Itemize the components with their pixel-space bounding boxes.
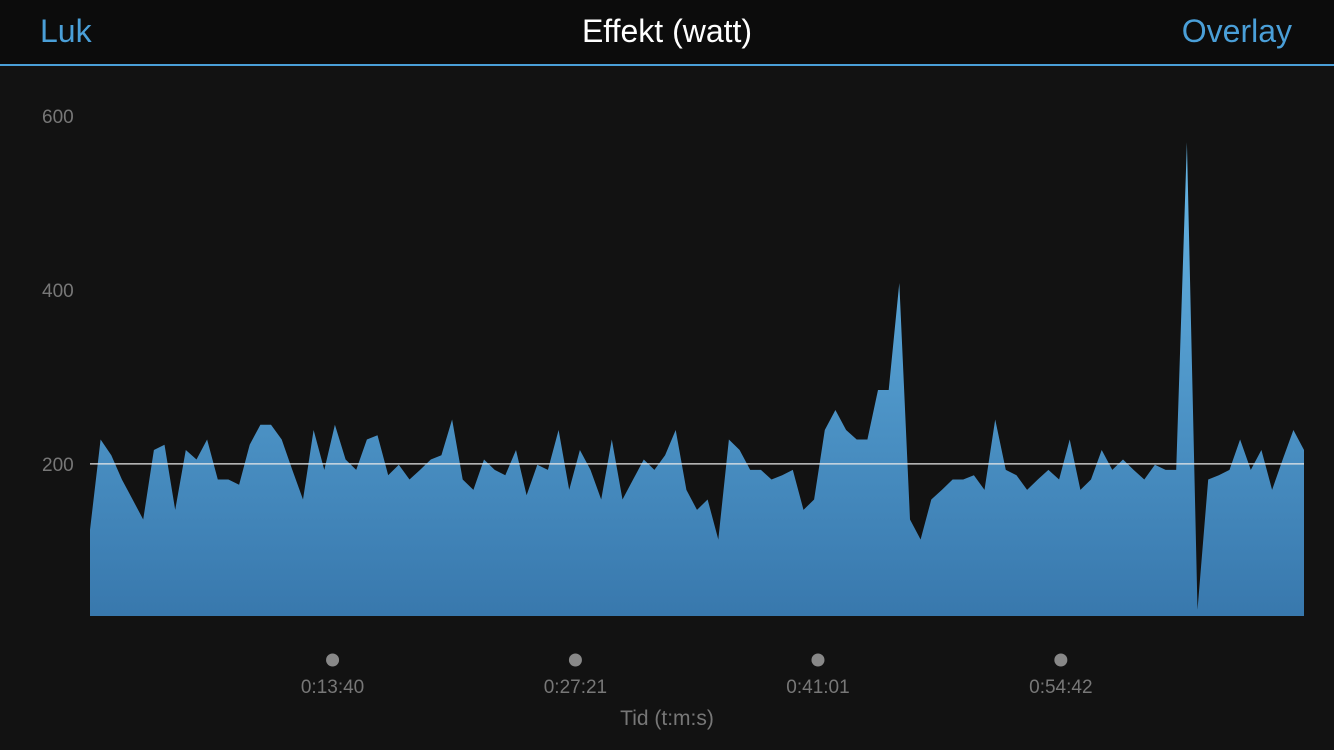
page-title: Effekt (watt) [582,13,752,49]
x-axis-label: Tid (t:m:s) [620,707,714,730]
y-tick-label: 600 [42,107,74,128]
x-tick-dot [811,653,825,667]
x-tick-label: 0:27:21 [544,677,607,698]
x-tick-label: 0:54:42 [1029,677,1092,698]
x-tick-dot [1054,653,1068,667]
overlay-button[interactable]: Overlay [1182,13,1292,49]
y-tick-label: 400 [42,281,74,302]
area [90,142,1304,616]
x-tick-dot [568,653,582,667]
nav-bar [0,0,1334,64]
x-tick-dot [326,653,340,667]
y-tick-label: 200 [42,455,74,476]
plot: 200 400 600 0:13:40 0:27:21 0:41:01 0:54:42 [42,107,1304,698]
x-tick-label: 0:41:01 [786,677,849,698]
close-button[interactable]: Luk [40,13,93,49]
x-tick-label: 0:13:40 [301,677,364,698]
